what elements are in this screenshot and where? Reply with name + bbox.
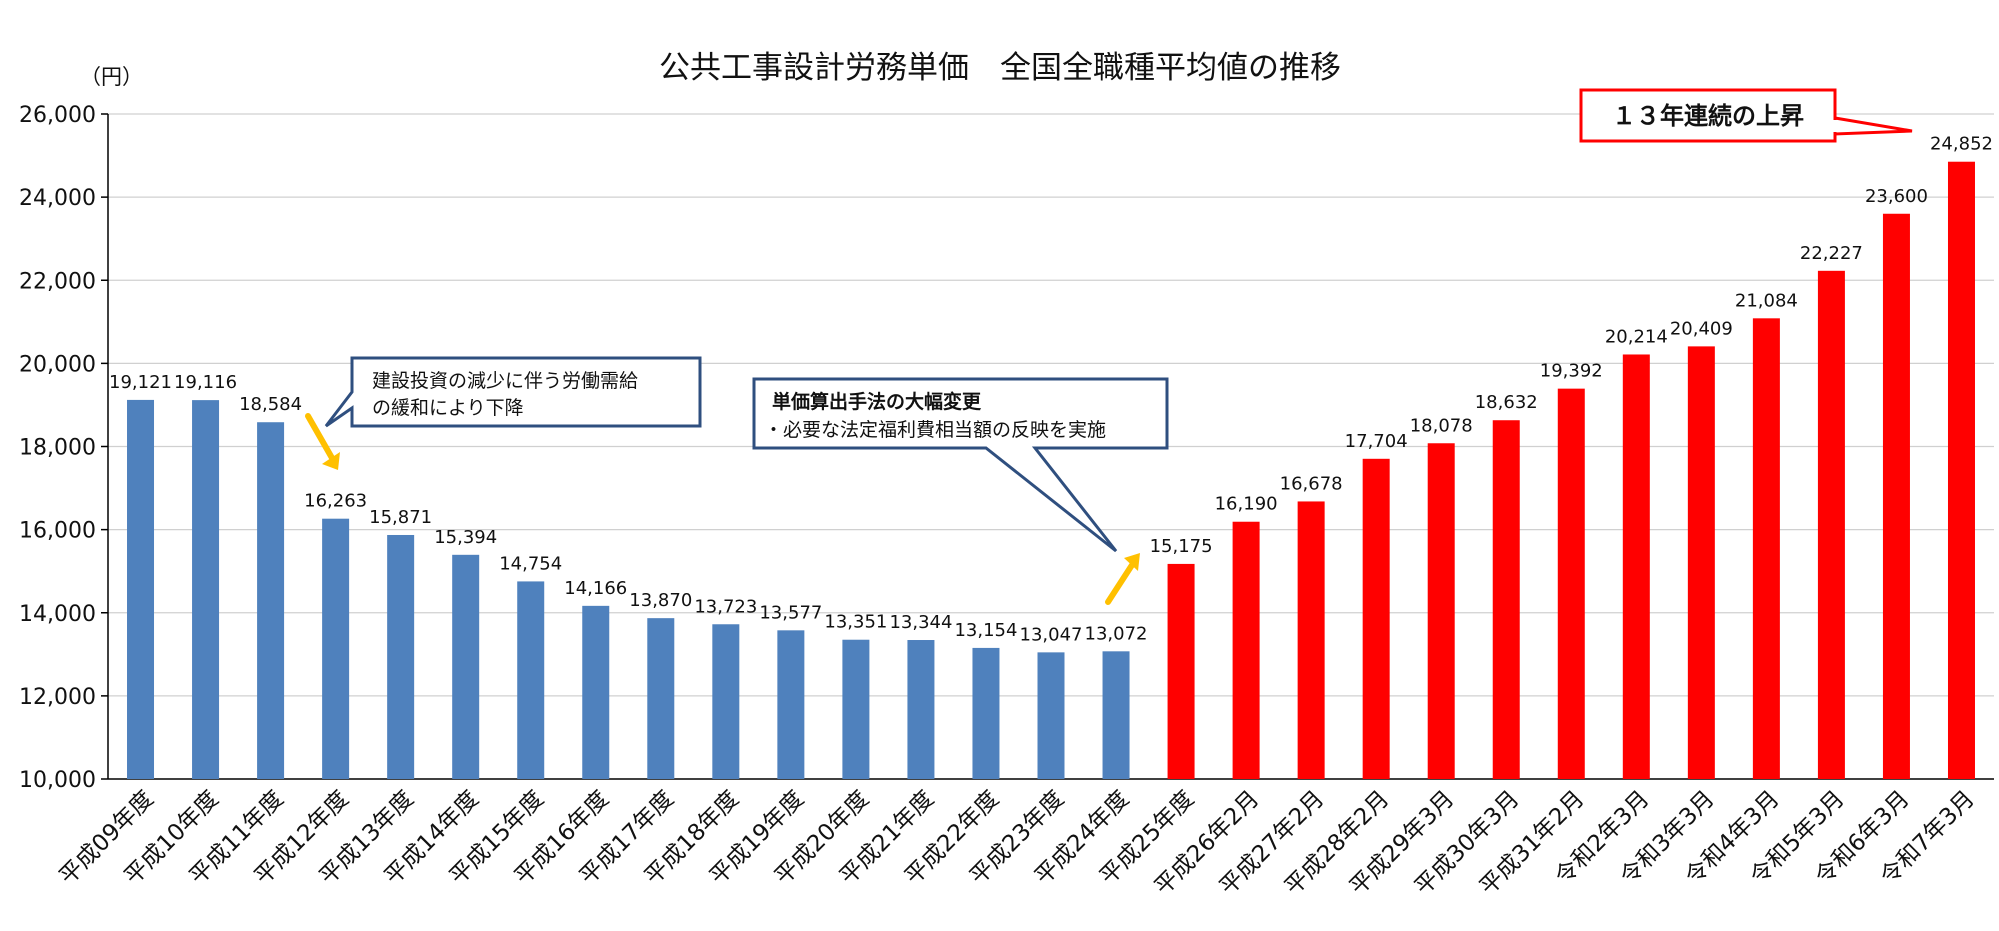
- data-label: 17,704: [1345, 431, 1408, 452]
- y-tick-label: 24,000: [19, 186, 96, 211]
- data-label: 13,723: [694, 596, 757, 617]
- bar: [257, 422, 285, 779]
- method-callout-box: [752, 377, 1169, 553]
- data-label: 13,351: [824, 612, 887, 633]
- y-tick-label: 18,000: [19, 436, 96, 461]
- data-label: 15,394: [434, 527, 497, 548]
- data-label: 16,263: [304, 491, 367, 512]
- decline-callout: 建設投資の減少に伴う労働需給 の緩和により下降: [324, 356, 702, 428]
- badge-text: １３年連続の上昇: [1612, 102, 1804, 130]
- decline-callout-line2: の緩和により下降: [372, 397, 524, 419]
- bar: [777, 630, 805, 779]
- method-callout-body: ・必要な法定福利費相当額の反映を実施: [764, 419, 1106, 441]
- y-axis-unit: （円）: [80, 65, 143, 89]
- bar: [1557, 388, 1585, 779]
- bar: [1167, 563, 1195, 779]
- data-label: 19,121: [109, 372, 172, 393]
- bar: [452, 554, 480, 779]
- bars: [127, 161, 1975, 779]
- bar: [517, 581, 545, 779]
- data-label: 21,084: [1735, 290, 1798, 311]
- data-label: 13,577: [759, 602, 822, 623]
- bar: [1687, 346, 1715, 779]
- data-label: 19,116: [174, 372, 237, 393]
- y-tick-label: 26,000: [19, 103, 96, 128]
- bar: [1037, 652, 1065, 779]
- data-label: 13,047: [1020, 624, 1083, 645]
- y-tick-label: 14,000: [19, 602, 96, 627]
- decline-arrow-icon: [305, 413, 340, 470]
- bar: [907, 640, 935, 779]
- bar: [842, 639, 870, 779]
- data-label: 18,584: [239, 394, 302, 415]
- x-tick-labels: 平成09年度平成10年度平成11年度平成12年度平成13年度平成14年度平成15…: [55, 786, 1980, 900]
- bar: [192, 400, 220, 779]
- bar: [1102, 651, 1130, 779]
- data-label: 22,227: [1800, 243, 1863, 264]
- data-label: 20,409: [1670, 318, 1733, 339]
- bar: [322, 518, 350, 779]
- bar: [1362, 458, 1390, 779]
- bar: [1297, 501, 1325, 779]
- bar: [647, 618, 675, 779]
- data-label: 15,871: [369, 507, 432, 528]
- data-label: 13,072: [1085, 623, 1148, 644]
- method-callout-title: 単価算出手法の大幅変更: [772, 390, 982, 413]
- data-label: 16,190: [1215, 494, 1278, 515]
- data-label: 18,632: [1475, 392, 1538, 413]
- data-label: 23,600: [1865, 186, 1928, 207]
- bar: [1882, 213, 1910, 779]
- data-label: 24,852: [1930, 134, 1993, 155]
- data-label: 13,344: [889, 612, 952, 633]
- data-label: 14,166: [564, 578, 627, 599]
- bar: [1232, 521, 1260, 779]
- method-callout: 単価算出手法の大幅変更 ・必要な法定福利費相当額の反映を実施: [752, 377, 1169, 553]
- decline-callout-line1: 建設投資の減少に伴う労働需給: [372, 370, 638, 392]
- rise-arrow-icon: [1105, 553, 1140, 605]
- bar: [582, 605, 610, 779]
- y-tick-label: 10,000: [19, 768, 96, 793]
- y-ticks: 10,000 12,000 14,000 16,000 18,000 20,000 22,0…: [19, 103, 108, 793]
- y-tick-label: 22,000: [19, 269, 96, 294]
- decline-callout-box: [324, 356, 702, 428]
- bar: [1947, 161, 1975, 779]
- data-label: 14,754: [499, 553, 562, 574]
- y-tick-label: 16,000: [19, 519, 96, 544]
- bar: [387, 534, 415, 779]
- y-tick-label: 12,000: [19, 685, 96, 710]
- bar: [1622, 354, 1650, 779]
- data-label: 18,078: [1410, 415, 1473, 436]
- badge-pointer: [1833, 116, 1913, 136]
- chart-title: 公共工事設計労務単価 全国全職種平均値の推移: [659, 50, 1341, 86]
- data-label: 19,392: [1540, 361, 1603, 382]
- bar: [972, 647, 1000, 779]
- bar: [712, 624, 740, 779]
- data-label: 20,214: [1605, 326, 1668, 347]
- bar: [127, 399, 155, 779]
- consecutive-rise-badge: １３年連続の上昇: [1579, 88, 1913, 143]
- bar: [1817, 270, 1845, 779]
- data-label: 13,870: [629, 590, 692, 611]
- data-label: 13,154: [954, 620, 1017, 641]
- data-label: 15,175: [1150, 536, 1213, 557]
- bar: [1427, 443, 1455, 779]
- bar: [1752, 318, 1780, 779]
- bar: [1492, 420, 1520, 779]
- data-label: 16,678: [1280, 473, 1343, 494]
- y-tick-label: 20,000: [19, 352, 96, 377]
- badge-box: [1579, 88, 1837, 143]
